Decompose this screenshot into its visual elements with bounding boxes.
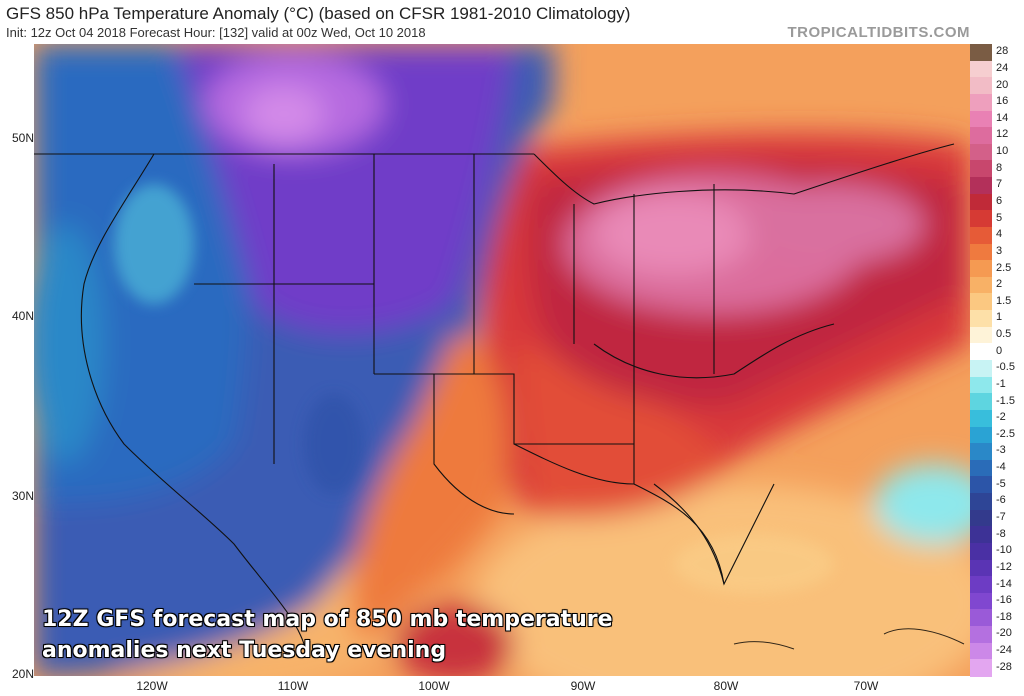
colorbar-swatch — [970, 210, 992, 228]
colorbar-swatch — [970, 559, 992, 577]
lat-label-20n: 20N — [11, 667, 34, 681]
lon-label-120w: 120W — [136, 679, 168, 693]
colorbar-swatch — [970, 193, 992, 211]
colorbar-label: -20 — [996, 627, 1012, 640]
colorbar-swatch — [970, 509, 992, 527]
colorbar-swatch — [970, 77, 992, 95]
colorbar-swatch — [970, 110, 992, 128]
colorbar-swatch — [970, 177, 992, 195]
colorbar-label: -7 — [996, 511, 1006, 523]
lon-label-90w: 90W — [570, 679, 596, 693]
colorbar-label: 2.5 — [996, 261, 1012, 274]
colorbar-label: -16 — [996, 594, 1012, 607]
lon-label-70w: 70W — [853, 679, 879, 693]
colorbar-label: -18 — [996, 610, 1012, 623]
colorbar-label: -4 — [996, 461, 1006, 474]
colorbar-label: 7 — [996, 178, 1003, 191]
colorbar-label: 8 — [996, 161, 1003, 174]
colorbar-swatch — [970, 409, 992, 428]
colorbar-label: -5 — [996, 477, 1006, 490]
colorbar-swatch — [970, 526, 992, 544]
colorbar-label: -10 — [996, 544, 1012, 557]
colorbar-swatch — [970, 659, 992, 677]
lat-label-30n: 30N — [11, 489, 34, 503]
colorbar-swatch — [970, 310, 992, 328]
colorbar-label: -1.5 — [996, 394, 1015, 407]
colorbar-label: -2 — [996, 411, 1006, 424]
colorbar-swatch — [970, 243, 992, 261]
colorbar-label: -8 — [996, 527, 1006, 540]
colorbar-label: -6 — [996, 494, 1006, 507]
colorbar-swatch — [970, 576, 992, 594]
colorbar-swatch — [970, 443, 992, 461]
colorbar-label: 24 — [996, 61, 1009, 74]
colorbar-label: -14 — [996, 577, 1012, 590]
colorbar-label: -0.5 — [996, 361, 1015, 374]
map-canvas — [34, 44, 970, 676]
lat-label-40n: 40N — [11, 309, 34, 323]
colorbar-label: 10 — [996, 145, 1009, 158]
colorbar-swatch — [970, 360, 992, 378]
colorbar-label: -3 — [996, 444, 1006, 457]
colorbar-swatch — [970, 60, 992, 78]
boundary-lines — [34, 143, 955, 645]
colorbar-swatch — [970, 592, 992, 611]
colorbar-swatch — [970, 459, 992, 477]
colorbar-swatch — [970, 542, 992, 561]
colorbar-swatch — [970, 260, 992, 278]
colorbar-swatch — [970, 476, 992, 494]
colorbar-label: 3 — [996, 244, 1003, 257]
colorbar-swatch — [970, 93, 992, 112]
colorbar-label: 14 — [996, 111, 1009, 124]
colorbar-swatch — [970, 326, 992, 344]
colorbar-label: -24 — [996, 644, 1012, 657]
colorbar-swatch — [970, 276, 992, 295]
colorbar-label: -12 — [996, 560, 1012, 573]
colorbar-swatch — [970, 376, 992, 394]
colorbar-label: -28 — [996, 660, 1012, 673]
colorbar-swatch — [970, 609, 992, 627]
caption-line-1: 12Z GFS forecast map of 850 mb temperatu… — [42, 607, 613, 632]
colorbar-label: 5 — [996, 211, 1003, 224]
lon-label-80w: 80W — [713, 679, 739, 693]
colorbar-label: 0.5 — [996, 328, 1012, 341]
colorbar-swatch — [970, 226, 992, 245]
colorbar-label: 4 — [996, 228, 1003, 241]
colorbar-swatch — [970, 160, 992, 178]
colorbar-swatch — [970, 293, 992, 311]
map-title: GFS 850 hPa Temperature Anomaly (°C) (ba… — [6, 4, 631, 23]
lon-label-110w: 110W — [277, 679, 309, 693]
colorbar-label: 16 — [996, 95, 1009, 108]
caption-overlay: 12Z GFS forecast map of 850 mb temperatu… — [42, 604, 613, 666]
colorbar-label: 28 — [996, 45, 1009, 58]
lat-label-50n: 50N — [11, 131, 34, 145]
colorbar-label: 1 — [996, 311, 1003, 324]
anomaly-map — [34, 44, 970, 676]
colorbar-swatch — [970, 626, 992, 644]
colorbar-label: 1.5 — [996, 294, 1012, 307]
colorbar — [970, 44, 992, 677]
colorbar-label: 6 — [996, 195, 1003, 207]
header: GFS 850 hPa Temperature Anomaly (°C) (ba… — [0, 0, 1024, 44]
colorbar-label: 20 — [996, 78, 1009, 91]
map-subtitle: Init: 12z Oct 04 2018 Forecast Hour: [13… — [6, 25, 426, 40]
colorbar-label: -1 — [996, 377, 1006, 390]
colorbar-swatch — [970, 44, 992, 62]
colorbar-swatch — [970, 493, 992, 511]
colorbar-swatch — [970, 642, 992, 660]
colorbar-swatch — [970, 127, 992, 145]
colorbar-swatch — [970, 393, 992, 411]
lon-label-100w: 100W — [418, 679, 450, 693]
colorbar-label: 0 — [996, 344, 1003, 357]
brand-watermark: TROPICALTIDBITS.COM — [787, 24, 970, 41]
colorbar-swatch — [970, 143, 992, 161]
colorbar-swatch — [970, 426, 992, 444]
colorbar-label: -2.5 — [996, 427, 1015, 440]
colorbar-label: 2 — [996, 278, 1003, 291]
caption-line-2: anomalies next Tuesday evening — [42, 638, 447, 663]
colorbar-swatch — [970, 343, 992, 361]
colorbar-label: 12 — [996, 128, 1009, 141]
